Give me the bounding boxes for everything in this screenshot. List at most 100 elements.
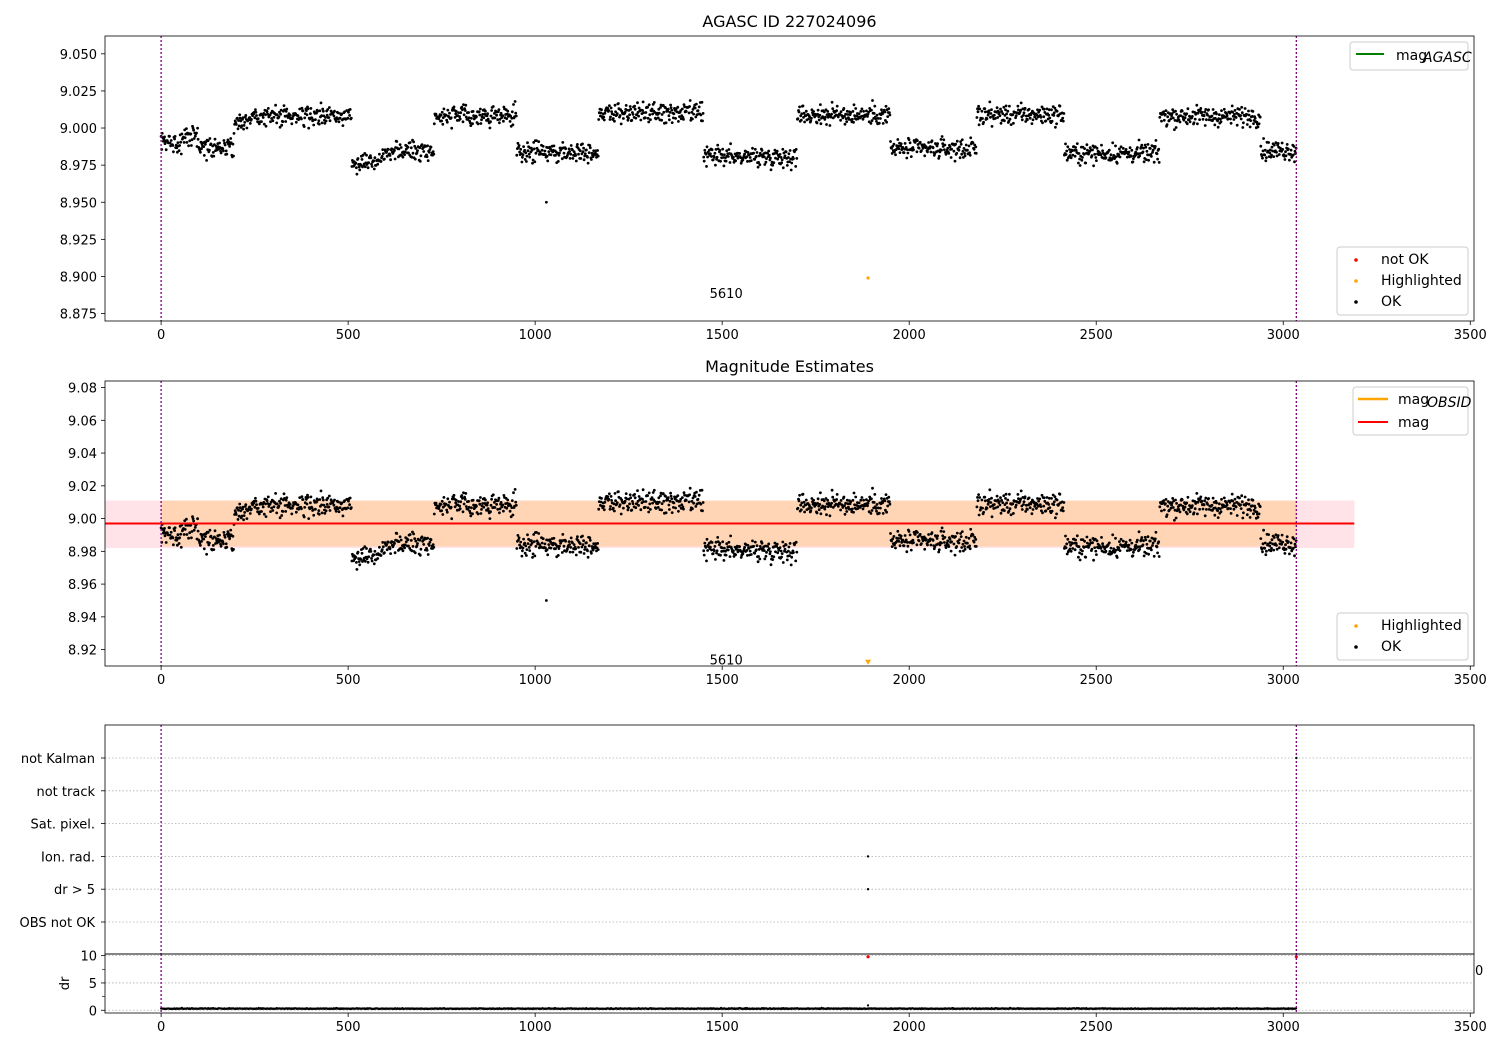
ok-point [1276,534,1280,537]
ok-point [997,111,1001,115]
ok-point [972,147,976,151]
ok-point [976,107,979,111]
ok-point [1050,119,1054,123]
ok-point [175,146,179,150]
ok-point [701,509,704,513]
ok-point [840,503,844,507]
ok-point [1222,496,1226,500]
ok-point [871,486,874,490]
ok-point [1247,113,1251,117]
ok-point [1267,533,1270,536]
ok-point [626,118,630,122]
ok-point [568,150,571,153]
ok-point [1138,152,1142,155]
ok-point [243,511,247,514]
ok-point [173,526,177,530]
ok-point [1234,505,1238,509]
ok-point [271,509,275,512]
ok-point [674,506,677,510]
ok-point [630,508,634,512]
ok-point [1234,116,1238,119]
ok-point [720,153,724,157]
ok-point [265,499,269,503]
ok-point [1284,543,1287,547]
ok-point [1269,155,1273,159]
x-tick-label: 3500 [1454,673,1487,688]
ok-point [628,502,631,506]
ok-point [596,154,600,158]
legend-label: not OK [1381,252,1429,268]
ok-point [324,505,327,509]
ok-point [419,547,423,551]
ok-point [818,113,822,117]
ok-point [242,514,246,517]
ok-point [662,499,666,503]
legend-label: mag [1398,415,1429,431]
ok-point [648,113,652,117]
ok-point [1162,110,1166,114]
ok-point [908,533,912,537]
ok-point [746,151,750,154]
ok-point [926,150,929,154]
ok-point [1239,114,1242,117]
ok-point [872,112,876,115]
ok-point [816,108,820,112]
ok-point [660,113,664,116]
ok-point [850,507,854,511]
ok-point [341,124,345,127]
ok-point [1136,538,1139,542]
ok-point [560,157,564,161]
ok-point [591,548,595,552]
ok-point [711,158,715,162]
ok-point [1174,109,1177,113]
axes-frame [104,35,1475,322]
ok-point [479,512,483,515]
ok-point [618,114,622,117]
ok-point [1151,151,1154,154]
ok-point [283,497,286,500]
ok-point [552,536,556,540]
ok-point [1180,109,1184,113]
ok-point [824,115,827,119]
ok-point [1188,120,1192,124]
ok-point [531,552,535,556]
ok-point [185,517,188,521]
ok-point [711,552,715,555]
ok-point [777,548,781,552]
ok-point [448,500,451,504]
ok-point [839,499,843,502]
ok-point [196,126,200,130]
ok-point [1203,514,1207,518]
ok-point [1012,121,1015,125]
ok-point [544,546,547,550]
ok-point [300,117,303,121]
ok-point [670,108,674,112]
ok-point [514,114,518,118]
ok-point [792,551,795,554]
ok-point [706,155,709,159]
ok-point [425,155,429,159]
flag-label: Ion. rad. [41,850,95,865]
ok-point [664,494,667,498]
ok-point [413,551,417,555]
ok-point [959,532,962,535]
ok-point [641,100,645,104]
ok-point [1054,125,1057,129]
ok-point [245,517,249,520]
ok-point [176,543,179,547]
ok-point [168,526,171,530]
ok-point [843,115,846,118]
ok-point [163,142,167,146]
ok-point [974,545,978,548]
ok-point [270,506,273,510]
ok-point [418,159,422,163]
ok-point [1283,552,1287,555]
ok-point [1275,150,1278,154]
ok-point [372,562,376,566]
ok-point [668,508,671,511]
ok-point [692,501,695,505]
ok-point [690,110,694,114]
ok-point [1264,553,1268,557]
ok-point [326,108,330,111]
